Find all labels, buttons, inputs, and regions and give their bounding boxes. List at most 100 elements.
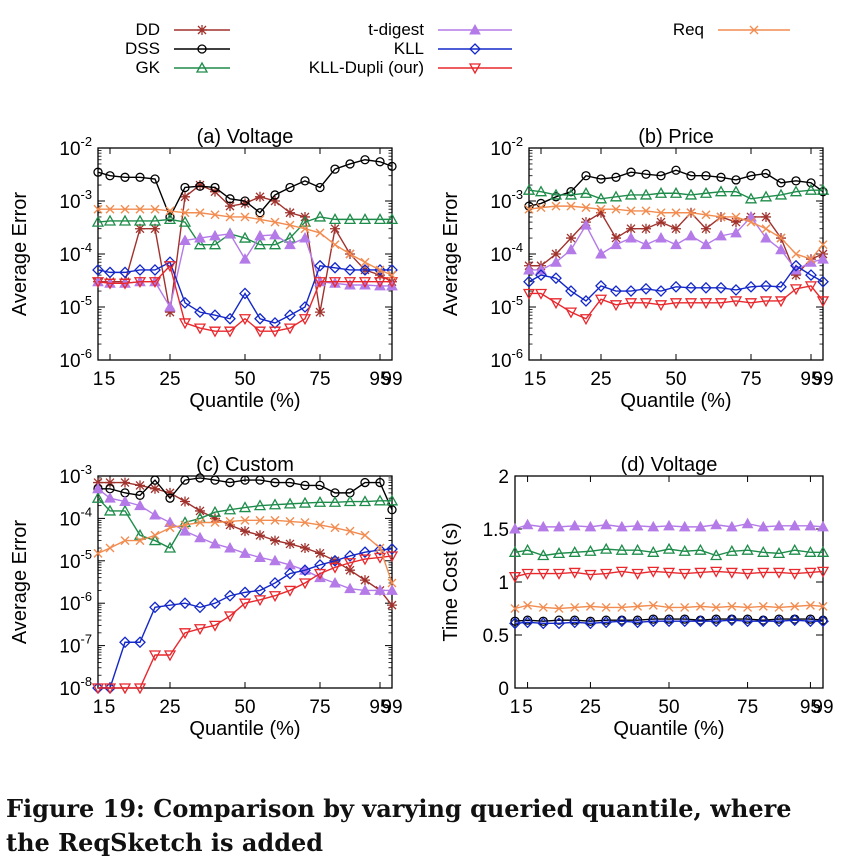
data-point xyxy=(284,238,296,250)
data-point xyxy=(358,495,372,507)
data-point xyxy=(345,526,355,536)
data-point xyxy=(641,223,651,234)
data-point xyxy=(775,280,787,293)
data-point xyxy=(105,477,115,488)
x-tick-label: 1 xyxy=(510,697,521,718)
data-point xyxy=(615,566,628,578)
data-point xyxy=(179,597,191,610)
data-point xyxy=(238,231,252,243)
data-point xyxy=(641,206,651,216)
x-tick-label: 5 xyxy=(536,369,547,390)
data-point xyxy=(521,568,534,580)
data-point xyxy=(374,544,386,556)
series-line xyxy=(514,548,823,557)
data-point xyxy=(269,577,281,589)
y-tick-label: 10-3 xyxy=(59,187,92,213)
data-point xyxy=(663,615,675,628)
data-point xyxy=(375,265,385,275)
series-group xyxy=(92,473,398,694)
data-point xyxy=(238,314,252,326)
data-point xyxy=(647,566,660,578)
data-point xyxy=(165,206,175,216)
data-point xyxy=(678,568,691,580)
data-point xyxy=(549,298,563,310)
data-point xyxy=(299,301,311,313)
panel-title: (c) Custom xyxy=(196,454,294,476)
data-point xyxy=(315,182,325,193)
data-point xyxy=(180,182,190,193)
data-point xyxy=(285,207,295,218)
data-point xyxy=(790,601,800,611)
data-point xyxy=(804,183,818,195)
series-kll-dupli-our xyxy=(92,551,398,694)
data-point xyxy=(135,172,145,182)
data-point xyxy=(195,518,205,528)
data-point xyxy=(210,210,220,220)
data-point xyxy=(359,278,371,290)
data-point xyxy=(746,217,756,227)
data-point xyxy=(210,518,220,528)
legend-marker xyxy=(749,25,759,35)
data-point xyxy=(254,229,266,241)
data-point xyxy=(120,204,130,214)
data-point xyxy=(570,615,580,625)
x-tick-label: 99 xyxy=(381,697,402,718)
data-point xyxy=(270,190,280,200)
data-point xyxy=(164,300,176,312)
data-point xyxy=(105,204,115,214)
x-tick-label: 5 xyxy=(105,697,116,718)
data-point xyxy=(268,326,282,338)
data-point xyxy=(285,516,295,526)
data-point xyxy=(285,182,295,193)
series-kll xyxy=(92,256,398,329)
data-point xyxy=(694,615,707,628)
data-point xyxy=(552,568,566,580)
series-kll xyxy=(523,259,829,307)
data-point xyxy=(300,518,310,528)
data-point xyxy=(510,604,520,613)
panel-title: (b) Price xyxy=(638,126,714,148)
data-point xyxy=(818,601,828,611)
data-point xyxy=(193,323,207,335)
data-point xyxy=(626,206,636,216)
data-point xyxy=(343,558,357,570)
data-point xyxy=(715,229,727,241)
data-point xyxy=(774,602,784,612)
data-point xyxy=(699,186,713,198)
data-point xyxy=(360,477,370,488)
data-point xyxy=(373,277,387,289)
data-point xyxy=(537,520,550,532)
data-point xyxy=(757,567,770,579)
data-point xyxy=(180,208,190,218)
data-point xyxy=(270,515,280,525)
x-tick-label: 95 xyxy=(369,369,390,390)
x-tick-label: 1 xyxy=(524,369,535,390)
data-point xyxy=(700,281,712,294)
series-gk xyxy=(92,491,398,553)
data-point xyxy=(208,620,222,632)
data-point xyxy=(757,545,770,557)
data-point xyxy=(224,227,236,239)
series-kll-dupli-our xyxy=(523,281,829,326)
data-point xyxy=(685,229,697,241)
data-point xyxy=(330,240,340,250)
series-group xyxy=(509,517,829,630)
data-point xyxy=(584,544,597,556)
data-point xyxy=(685,281,697,294)
series-line xyxy=(97,159,393,219)
data-point xyxy=(611,172,621,182)
data-point xyxy=(537,549,550,561)
data-point xyxy=(119,266,131,279)
y-axis-label: Time Cost (s) xyxy=(440,522,462,641)
data-point xyxy=(313,568,327,580)
data-point xyxy=(270,217,280,227)
data-point xyxy=(521,616,534,629)
data-point xyxy=(178,215,192,227)
data-point xyxy=(701,171,711,181)
x-tick-label: 25 xyxy=(159,369,180,390)
data-point xyxy=(686,171,696,181)
data-point xyxy=(640,282,652,295)
data-point xyxy=(118,214,132,226)
data-point xyxy=(165,523,175,533)
legend-marker xyxy=(195,61,209,73)
